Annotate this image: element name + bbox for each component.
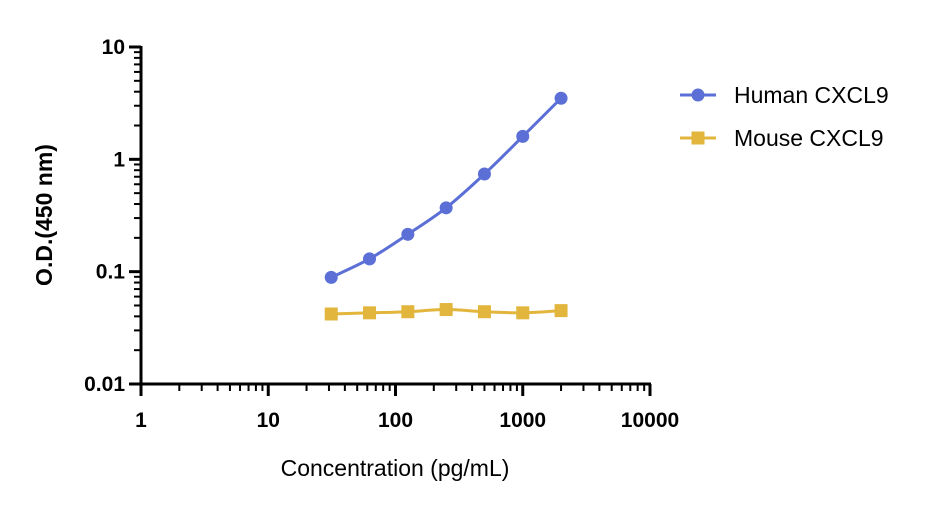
data-point <box>516 306 530 320</box>
y-tick-label: 0.01 <box>84 373 125 396</box>
data-point <box>439 303 453 317</box>
data-point <box>363 306 377 320</box>
data-point <box>324 270 338 284</box>
axes: 1 10 100 1000 10000 0.01 0.1 1 10 <box>84 36 679 432</box>
legend-marker-square <box>691 131 705 145</box>
data-point <box>401 305 415 319</box>
legend-item: Mouse CXCL9 <box>680 125 884 151</box>
legend-item: Human CXCL9 <box>680 82 889 108</box>
data-point <box>516 129 530 143</box>
y-tick-label: 10 <box>102 36 125 59</box>
x-tick-label: 1 <box>135 409 147 432</box>
data-point <box>363 252 377 266</box>
x-axis-title: Concentration (pg/mL) <box>281 455 510 481</box>
series-mouse-cxcl9 <box>324 303 568 321</box>
series-human-cxcl9 <box>324 91 568 284</box>
data-point <box>554 304 568 318</box>
legend: Human CXCL9 Mouse CXCL9 <box>680 82 889 151</box>
series-layer <box>324 91 568 321</box>
y-tick-label: 0.1 <box>96 261 126 284</box>
x-tick-label: 100 <box>378 409 413 432</box>
data-point <box>439 201 453 215</box>
data-point <box>554 91 568 105</box>
x-tick-label: 10000 <box>621 409 679 432</box>
data-point <box>401 227 415 241</box>
series-line <box>330 97 563 279</box>
legend-label: Mouse CXCL9 <box>734 125 884 151</box>
legend-marker-circle <box>691 88 705 102</box>
data-point <box>324 307 338 321</box>
y-axis-title: O.D.(450 nm) <box>31 144 57 286</box>
data-point <box>477 167 491 181</box>
data-point <box>477 305 491 319</box>
legend-label: Human CXCL9 <box>734 82 889 108</box>
x-tick-label: 1000 <box>499 409 546 432</box>
y-tick-label: 1 <box>113 148 125 171</box>
x-tick-label: 10 <box>257 409 280 432</box>
